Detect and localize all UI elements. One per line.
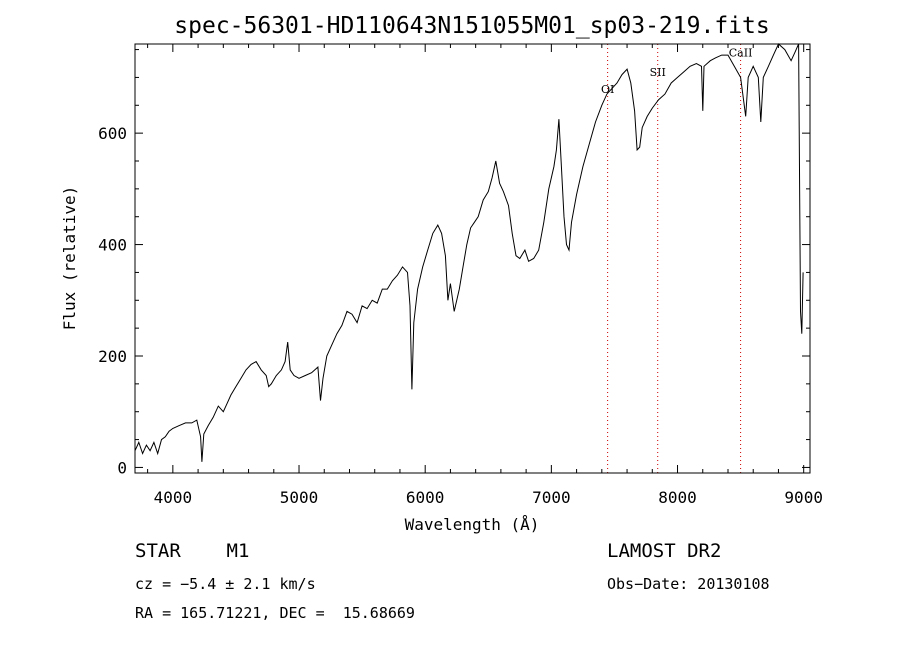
y-axis-label: Flux (relative) bbox=[60, 186, 79, 331]
chart-title: spec-56301-HD110643N151055M01_sp03-219.f… bbox=[174, 13, 769, 39]
line-label: CaII bbox=[729, 46, 753, 59]
cz-value: cz = −5.4 ± 2.1 km/s bbox=[135, 575, 316, 593]
x-tick-label: 8000 bbox=[658, 488, 697, 507]
line-label: SII bbox=[650, 66, 666, 79]
y-tick-label: 400 bbox=[98, 236, 127, 255]
star-class: STAR M1 bbox=[135, 540, 250, 562]
obs-date: Obs−Date: 20130108 bbox=[607, 575, 770, 593]
x-axis-label: Wavelength (Å) bbox=[405, 515, 540, 534]
x-tick-label: 6000 bbox=[406, 488, 445, 507]
y-tick-label: 0 bbox=[117, 458, 127, 477]
line-label: OI bbox=[601, 83, 614, 96]
ra-dec: RA = 165.71221, DEC = 15.68669 bbox=[135, 604, 415, 622]
y-tick-label: 600 bbox=[98, 124, 127, 143]
x-tick-label: 9000 bbox=[784, 488, 823, 507]
spectrum-line bbox=[134, 43, 804, 462]
x-tick-label: 4000 bbox=[154, 488, 193, 507]
x-tick-label: 5000 bbox=[280, 488, 319, 507]
y-tick-label: 200 bbox=[98, 347, 127, 366]
plot-frame bbox=[134, 43, 811, 474]
x-tick-label: 7000 bbox=[532, 488, 571, 507]
survey-name: LAMOST DR2 bbox=[607, 540, 722, 562]
